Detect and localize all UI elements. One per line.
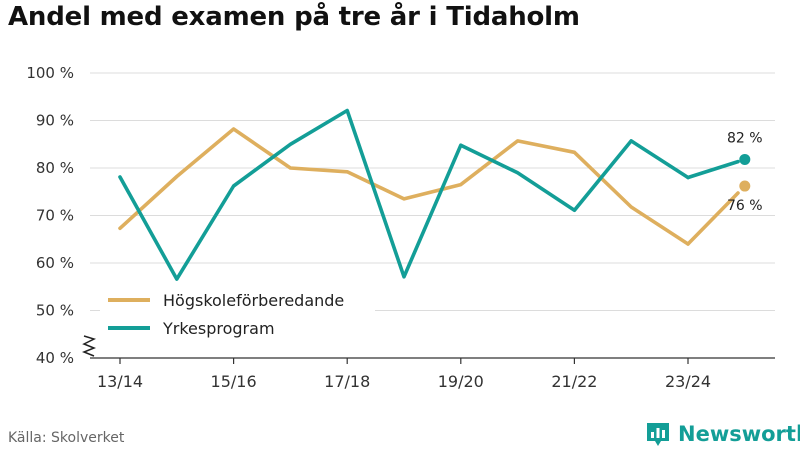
end-point-marker: [739, 153, 751, 165]
end-point-marker: [739, 180, 751, 192]
page-title: Andel med examen på tre år i Tidaholm: [8, 2, 580, 32]
legend-background: [100, 285, 375, 343]
source-note: Källa: Skolverket: [8, 430, 125, 446]
newsworthy-logo-icon: [647, 423, 669, 446]
x-tick-label: 17/18: [324, 372, 370, 391]
y-tick-label: 100 %: [26, 64, 74, 82]
y-tick-label: 60 %: [36, 254, 74, 272]
y-tick-label: 90 %: [36, 112, 74, 130]
legend-label: Högskoleförberedande: [163, 291, 344, 310]
y-tick-label: 40 %: [36, 349, 74, 367]
legend-label: Yrkesprogram: [162, 319, 275, 338]
series-line-yrkesprogram: [118, 108, 690, 281]
x-tick-label: 19/20: [438, 372, 484, 391]
end-value-label: 76 %: [727, 198, 763, 214]
end-labels: 76 % 82 %: [727, 130, 763, 214]
x-tick-label: 23/24: [665, 372, 711, 391]
y-tick-label: 50 %: [36, 302, 74, 320]
x-tick-label: 13/14: [97, 372, 143, 391]
series-connector: [686, 159, 740, 180]
y-tick-label: 70 %: [36, 207, 74, 225]
end-value-label: 82 %: [727, 130, 763, 146]
brand-logo: Newsworthy: [644, 420, 800, 448]
y-axis-tick-labels: 40 % 50 % 60 % 70 % 80 % 90 % 100 %: [26, 64, 97, 367]
brand-name: Newsworthy: [678, 422, 800, 446]
series-connector: [686, 191, 740, 246]
legend: Högskoleförberedande Yrkesprogram: [100, 285, 375, 343]
x-tick-label: 15/16: [211, 372, 257, 391]
x-tick-label: 21/22: [551, 372, 597, 391]
x-axis: 13/14 15/16 17/18 19/20 21/22 23/24: [90, 357, 775, 391]
series-lines: [118, 108, 751, 281]
y-tick-label: 80 %: [36, 159, 74, 177]
axis-break-icon: [81, 335, 97, 357]
series-line-hogskoleforberedande: [118, 127, 690, 246]
